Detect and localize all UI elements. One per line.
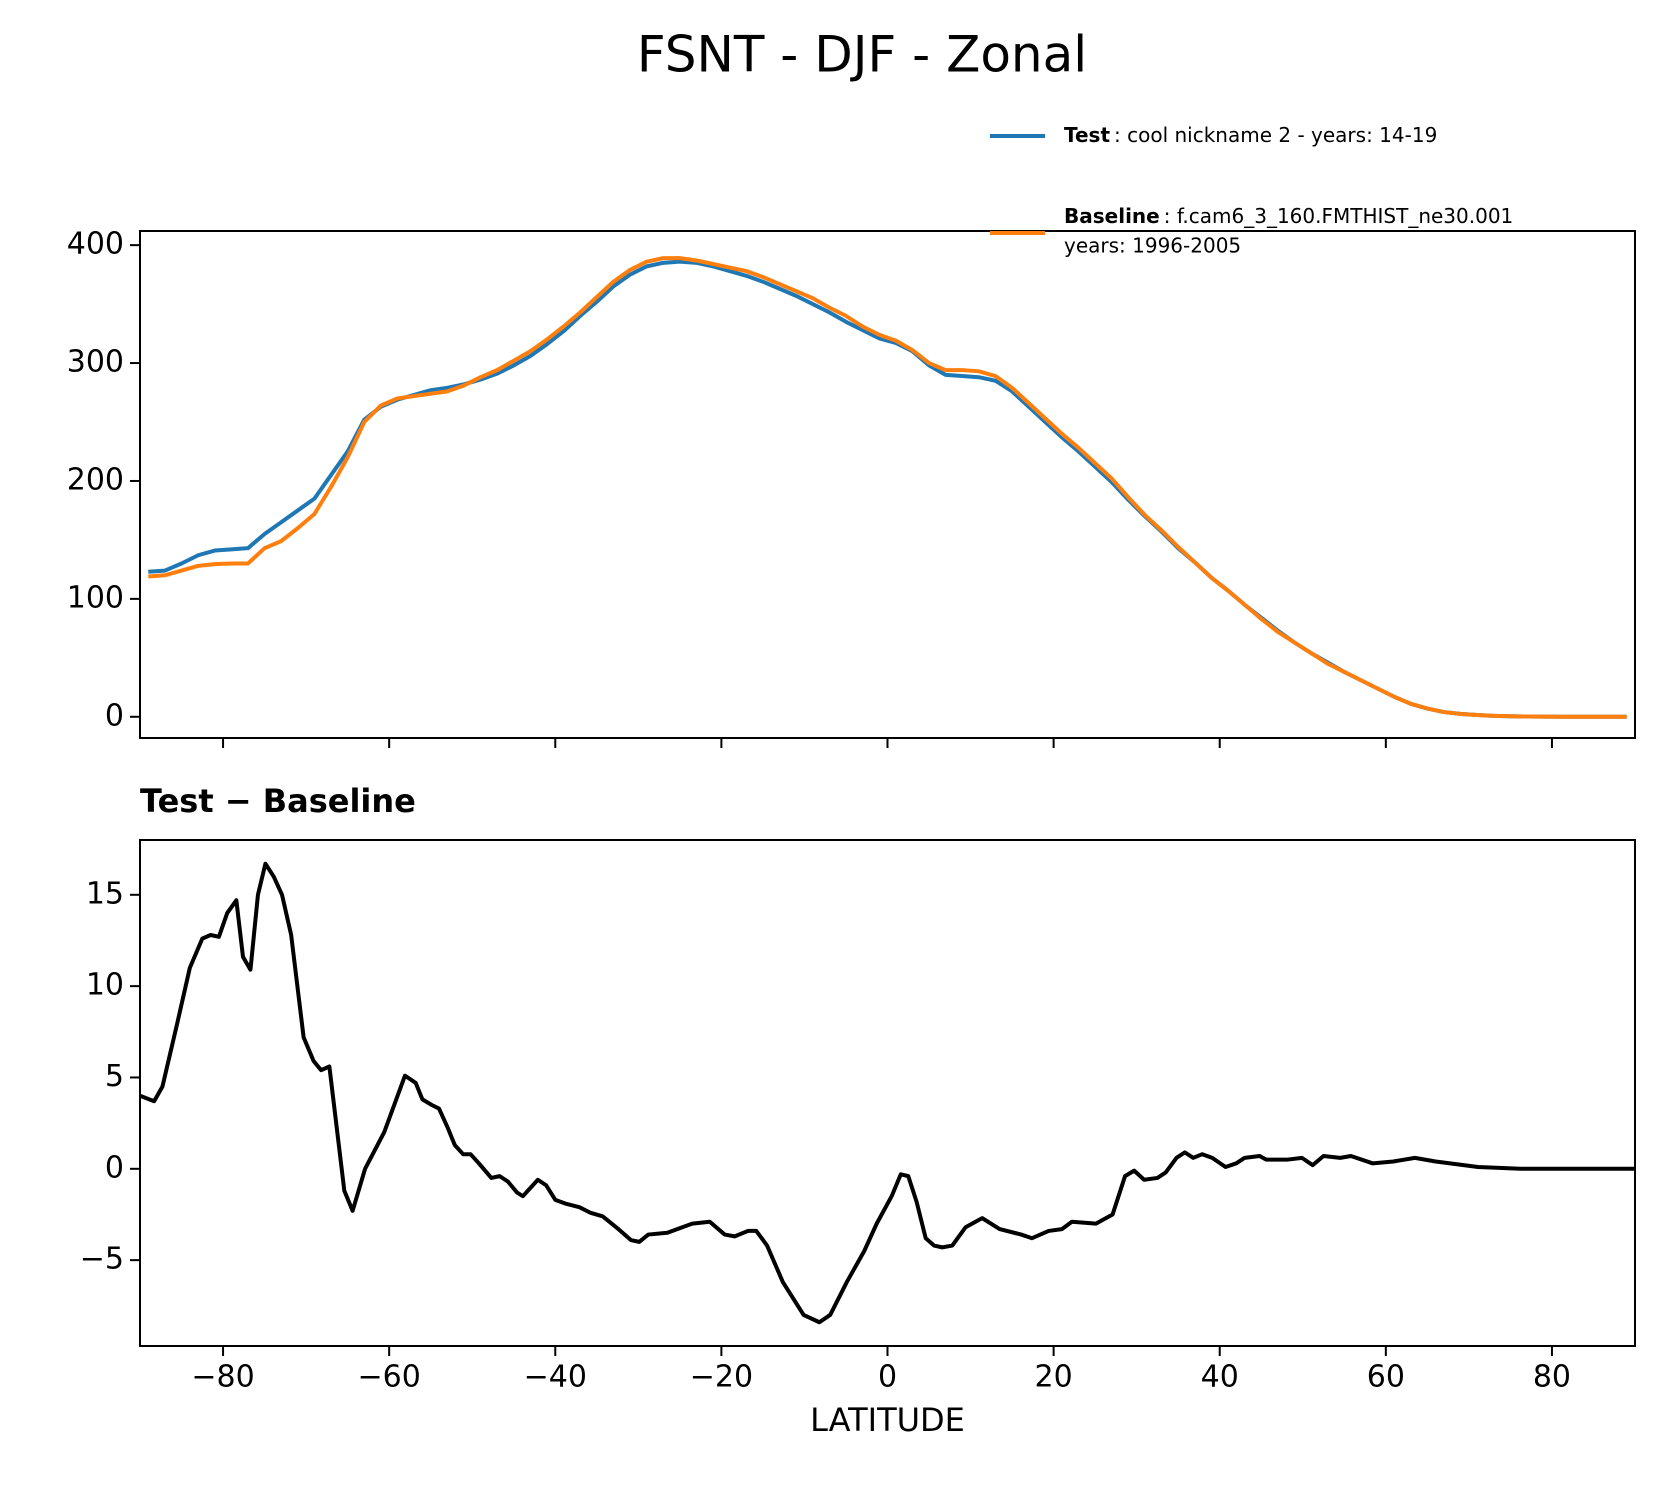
legend-name: Test bbox=[1064, 123, 1110, 147]
x-tick-label: −60 bbox=[358, 1360, 421, 1395]
legend-name: Baseline bbox=[1064, 204, 1160, 228]
legend-label: Baseline: f.cam6_3_160.FMTHIST_ne30.001 bbox=[1064, 204, 1513, 228]
x-tick-label: 20 bbox=[1035, 1360, 1073, 1395]
legend-label: Test: cool nickname 2 - years: 14-19 bbox=[1064, 123, 1437, 147]
subplot-title: Test − Baseline bbox=[140, 782, 416, 820]
y-tick-label: 200 bbox=[67, 462, 124, 497]
data-line bbox=[148, 256, 1627, 719]
x-tick-label: −80 bbox=[191, 1360, 254, 1395]
y-tick-label: 10 bbox=[86, 968, 124, 1003]
y-tick-label: −5 bbox=[80, 1242, 124, 1277]
x-tick-label: −20 bbox=[690, 1360, 753, 1395]
legend-desc: : cool nickname 2 - years: 14-19 bbox=[1114, 123, 1437, 147]
x-axis-label: LATITUDE bbox=[810, 1401, 965, 1439]
y-tick-label: 0 bbox=[105, 698, 124, 733]
y-tick-label: 5 bbox=[105, 1059, 124, 1094]
y-tick-label: 100 bbox=[67, 580, 124, 615]
legend-desc: : f.cam6_3_160.FMTHIST_ne30.001 bbox=[1164, 204, 1514, 228]
y-tick-label: 300 bbox=[67, 345, 124, 380]
data-line bbox=[140, 861, 1635, 1325]
x-tick-label: 0 bbox=[878, 1360, 897, 1395]
legend-label-line: years: 1996-2005 bbox=[1064, 234, 1241, 258]
y-tick-label: 15 bbox=[86, 876, 124, 911]
y-tick-label: 400 bbox=[67, 227, 124, 262]
x-tick-label: 80 bbox=[1533, 1360, 1571, 1395]
x-tick-label: 60 bbox=[1367, 1360, 1405, 1395]
x-tick-label: −40 bbox=[524, 1360, 587, 1395]
x-tick-label: 40 bbox=[1201, 1360, 1239, 1395]
figure-title: FSNT - DJF - Zonal bbox=[637, 26, 1087, 84]
y-tick-label: 0 bbox=[105, 1150, 124, 1185]
